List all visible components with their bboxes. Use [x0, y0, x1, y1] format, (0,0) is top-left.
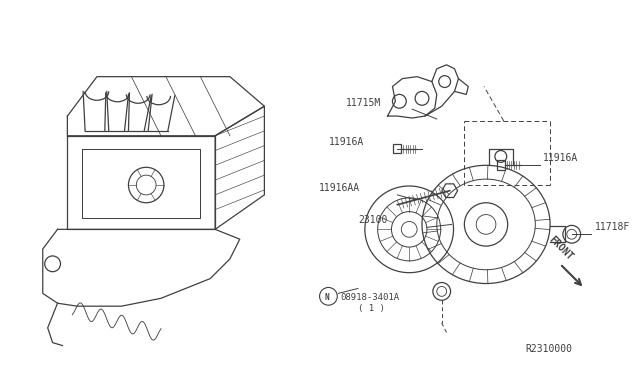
Text: N: N: [325, 293, 330, 302]
Text: 23100: 23100: [358, 215, 387, 225]
Text: 11916A: 11916A: [543, 153, 579, 163]
Text: FRONT: FRONT: [547, 234, 575, 262]
Text: 11715M: 11715M: [346, 98, 381, 108]
Text: R2310000: R2310000: [525, 344, 572, 355]
Text: 08918-3401A: 08918-3401A: [340, 293, 399, 302]
Text: 11916A: 11916A: [328, 137, 364, 147]
Text: 11718F: 11718F: [595, 222, 630, 232]
Text: 11916AA: 11916AA: [319, 183, 360, 193]
Text: ( 1 ): ( 1 ): [358, 304, 385, 313]
